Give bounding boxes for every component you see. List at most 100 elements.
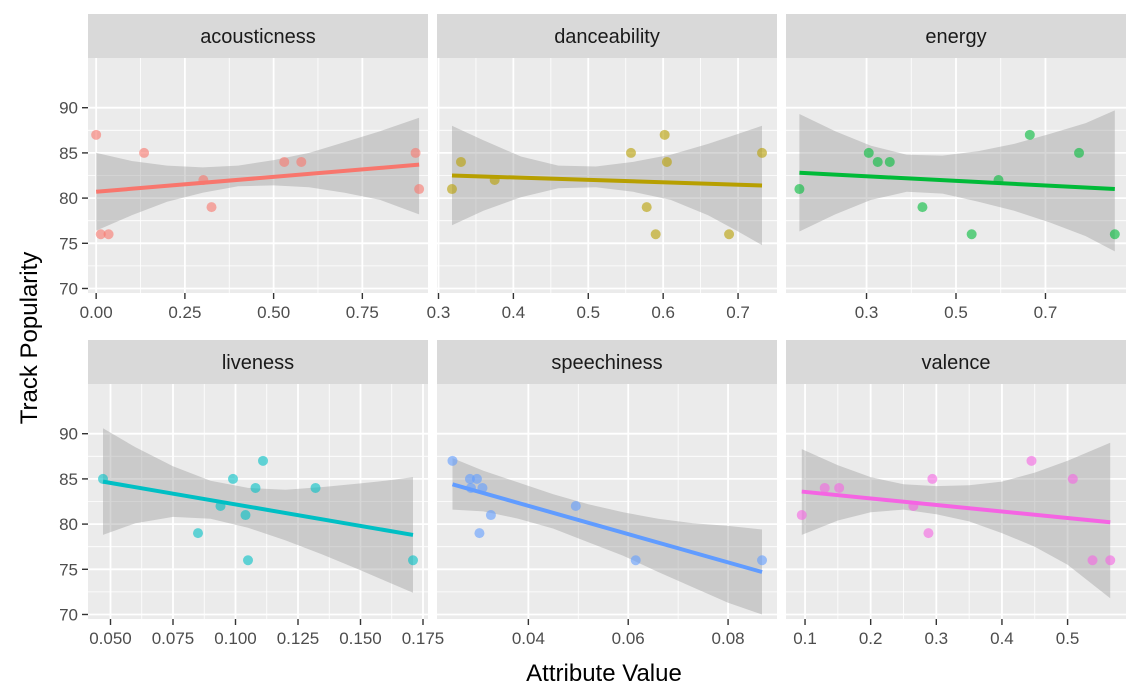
- data-point: [570, 501, 581, 512]
- data-point: [95, 229, 106, 240]
- data-point: [91, 129, 102, 140]
- data-point: [1074, 147, 1085, 158]
- regression-line: [799, 170, 1115, 192]
- x-tick-label: 0.50: [257, 303, 290, 322]
- data-point: [455, 156, 466, 167]
- confidence-ribbon: [452, 125, 762, 246]
- confidence-ribbon: [452, 458, 762, 615]
- data-point: [296, 156, 307, 167]
- data-point: [927, 473, 938, 484]
- facet-valence: valence 0.1 0.2 0.3 0.4 0.5: [786, 340, 1126, 648]
- x-tick-label: 0.4: [990, 629, 1014, 648]
- data-point: [258, 455, 268, 466]
- facet-strip: [88, 14, 428, 58]
- facet-strip-label: acousticness: [200, 26, 316, 48]
- data-point: [279, 156, 290, 167]
- facet-strip-label: valence: [922, 352, 991, 374]
- y-tick-label: 80: [59, 189, 78, 208]
- y-axis-title: Track Popularity: [16, 252, 43, 425]
- facet-acousticness: acousticness 70 75 80 85 90 0.00 0.25 0.50 0.75: [59, 14, 428, 322]
- y-tick-label: 75: [59, 560, 78, 579]
- facet-speechiness: speechiness 0.04 0.06 0.08: [437, 340, 777, 648]
- data-point: [228, 473, 238, 484]
- data-point: [464, 473, 475, 484]
- data-point: [724, 229, 735, 240]
- data-point: [659, 129, 670, 140]
- data-point: [1087, 555, 1098, 566]
- x-tick-label: 0.25: [168, 303, 201, 322]
- data-point: [447, 455, 458, 466]
- data-point: [474, 528, 485, 539]
- data-point: [206, 202, 217, 213]
- y-tick-label: 85: [59, 144, 78, 163]
- x-tick-label: 0.3: [427, 303, 451, 322]
- facet-strip: [786, 340, 1126, 384]
- facet-strip: [437, 340, 777, 384]
- data-point: [1109, 229, 1120, 240]
- data-point: [917, 202, 928, 213]
- x-tick-label: 0.7: [726, 303, 750, 322]
- data-point: [103, 229, 114, 240]
- x-tick-label: 0.5: [576, 303, 600, 322]
- data-point: [446, 184, 457, 195]
- x-tick-label: 0.075: [152, 629, 195, 648]
- y-tick-label: 85: [59, 470, 78, 489]
- x-tick-label: 0.125: [277, 629, 320, 648]
- data-point: [471, 473, 482, 484]
- data-point: [310, 482, 321, 493]
- data-point: [794, 184, 805, 195]
- confidence-ribbon: [801, 442, 1111, 599]
- facet-panels: acousticness 70 75 80 85 90 0.00 0.25 0.50 0.75 da…: [59, 14, 1126, 648]
- data-point: [834, 482, 845, 493]
- regression-line: [95, 162, 420, 194]
- x-tick-label: 0.08: [712, 629, 745, 648]
- y-tick-label: 90: [59, 99, 78, 118]
- data-point: [819, 482, 830, 493]
- x-tick-label: 0.3: [855, 303, 879, 322]
- data-point: [1026, 455, 1037, 466]
- x-tick-label: 0.3: [924, 629, 948, 648]
- data-point: [966, 229, 977, 240]
- data-point: [139, 147, 150, 158]
- facet-strip: [437, 14, 777, 58]
- x-tick-label: 0.050: [89, 629, 132, 648]
- data-point: [1024, 129, 1035, 140]
- y-tick-label: 70: [59, 605, 78, 624]
- confidence-ribbon: [103, 428, 413, 593]
- data-point: [923, 528, 934, 539]
- data-point: [243, 555, 253, 566]
- x-tick-label: 0.04: [512, 629, 545, 648]
- data-point: [757, 147, 768, 158]
- data-point: [485, 510, 496, 521]
- x-tick-label: 0.7: [1034, 303, 1058, 322]
- y-tick-label: 90: [59, 425, 78, 444]
- y-tick-label: 75: [59, 234, 78, 253]
- data-point: [872, 156, 883, 167]
- data-point: [796, 510, 807, 521]
- x-tick-label: 0.175: [402, 629, 445, 648]
- regression-line: [801, 489, 1111, 525]
- x-tick-label: 0.2: [859, 629, 883, 648]
- regression-line: [451, 173, 763, 188]
- y-tick-label: 70: [59, 279, 78, 298]
- data-point: [414, 184, 425, 195]
- confidence-ribbon: [96, 117, 420, 231]
- data-point: [863, 147, 874, 158]
- facet-strip: [786, 14, 1126, 58]
- facet-strip-label: liveness: [222, 352, 294, 374]
- x-tick-label: 0.1: [793, 629, 817, 648]
- data-point: [240, 510, 251, 521]
- data-point: [250, 482, 261, 493]
- data-point: [641, 202, 652, 213]
- x-tick-label: 0.75: [346, 303, 379, 322]
- x-tick-label: 0.5: [1056, 629, 1080, 648]
- x-tick-label: 0.6: [651, 303, 675, 322]
- facet-strip: [88, 340, 428, 384]
- y-tick-label: 80: [59, 515, 78, 534]
- data-point: [625, 147, 636, 158]
- data-point: [410, 147, 421, 158]
- regression-line: [451, 482, 763, 574]
- data-point: [193, 528, 203, 539]
- facet-energy: energy 0.3 0.5 0.7: [786, 14, 1126, 322]
